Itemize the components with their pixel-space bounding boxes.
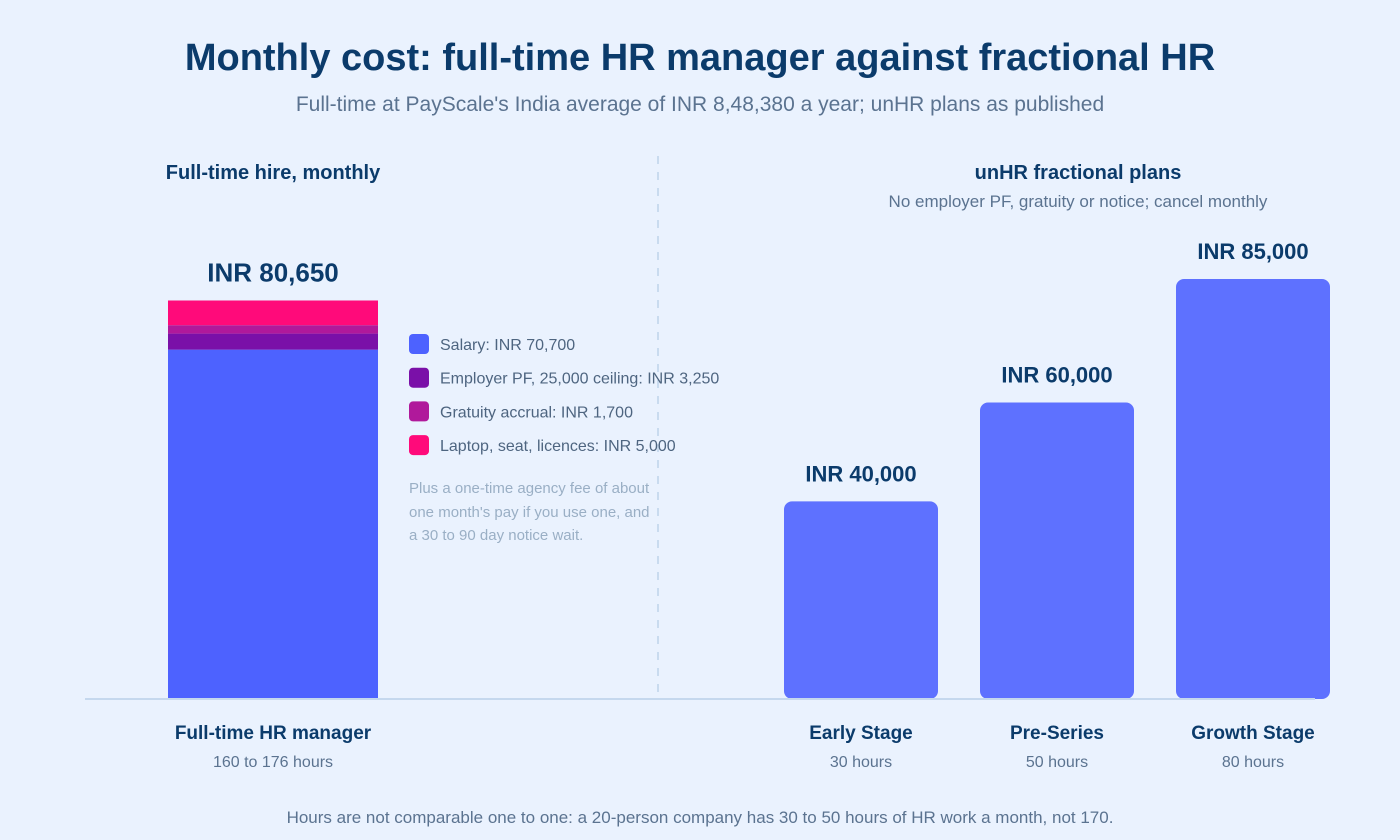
plan-bar: [980, 402, 1134, 699]
fulltime-stacked-bar: INR 80,650: [168, 257, 378, 699]
stack-segment: [168, 325, 378, 334]
chart-title: Monthly cost: full-time HR manager again…: [185, 37, 1215, 79]
fulltime-total-label: INR 80,650: [207, 257, 339, 287]
category-label: Pre-Series: [1010, 723, 1104, 744]
fulltime-aside: Plus a one-time agency fee of about one …: [409, 480, 654, 544]
category-label: Early Stage: [809, 723, 913, 744]
legend-label: Salary: INR 70,700: [440, 337, 575, 354]
legend-swatch: [409, 367, 429, 388]
stack-segment: [168, 300, 378, 326]
plan-bars: INR 40,000 INR 60,000 INR 85,000: [784, 239, 1330, 699]
plan-bar: [784, 501, 938, 699]
legend-label: Gratuity accrual: INR 1,700: [440, 404, 633, 421]
plans-panel-note: No employer PF, gratuity or notice; canc…: [889, 192, 1268, 211]
legend-swatch: [409, 401, 429, 422]
category-hours: 80 hours: [1222, 754, 1284, 771]
legend-label: Employer PF, 25,000 ceiling: INR 3,250: [440, 371, 719, 388]
category-hours: 30 hours: [830, 754, 892, 771]
plan-value-label: INR 85,000: [1197, 239, 1308, 264]
category-labels: Full-time HR manager 160 to 176 hours Earl…: [175, 723, 1315, 771]
fulltime-aside-line: one month's pay if you use one, and: [409, 504, 650, 521]
plans-panel-heading: unHR fractional plans: [975, 162, 1182, 184]
chart-subtitle: Full-time at PayScale's India average of…: [296, 93, 1104, 116]
chart-footnote: Hours are not comparable one to one: a 2…: [287, 808, 1114, 827]
legend-swatch: [409, 435, 429, 456]
legend-label: Laptop, seat, licences: INR 5,000: [440, 438, 676, 455]
category-label: Growth Stage: [1191, 723, 1315, 744]
stack-segment: [168, 349, 378, 699]
category-hours: 50 hours: [1026, 754, 1088, 771]
fulltime-legend: Salary: INR 70,700 Employer PF, 25,000 ce…: [409, 334, 719, 456]
plan-value-label: INR 60,000: [1001, 363, 1112, 388]
category-hours: 160 to 176 hours: [213, 754, 333, 771]
plan-bar: [1176, 279, 1330, 699]
stack-segment: [168, 333, 378, 350]
fulltime-aside-line: a 30 to 90 day notice wait.: [409, 527, 583, 544]
category-label: Full-time HR manager: [175, 723, 372, 744]
legend-swatch: [409, 334, 429, 354]
plan-value-label: INR 40,000: [805, 461, 916, 486]
fulltime-panel-heading: Full-time hire, monthly: [166, 162, 381, 184]
fulltime-aside-line: Plus a one-time agency fee of about: [409, 480, 650, 497]
